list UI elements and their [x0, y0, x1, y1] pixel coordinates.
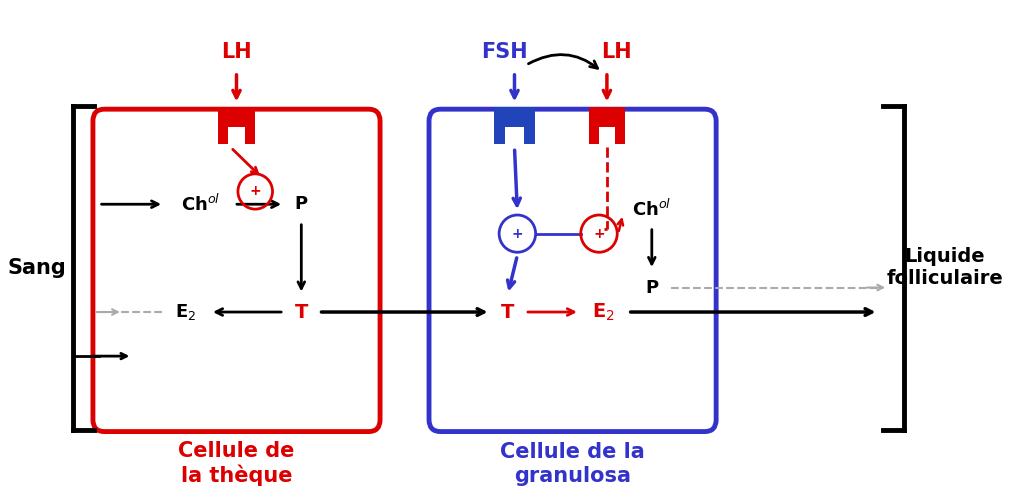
Text: LH: LH [221, 42, 251, 62]
FancyBboxPatch shape [589, 107, 625, 145]
Text: T: T [295, 303, 308, 322]
FancyBboxPatch shape [228, 127, 244, 146]
Text: Cellule de la
granulosa: Cellule de la granulosa [500, 442, 645, 486]
Text: E$_2$: E$_2$ [176, 302, 197, 322]
Text: T: T [501, 303, 514, 322]
Text: +: + [249, 184, 261, 198]
FancyBboxPatch shape [429, 109, 716, 431]
Text: LH: LH [601, 42, 632, 62]
Text: +: + [511, 227, 523, 241]
FancyBboxPatch shape [93, 109, 380, 431]
FancyArrowPatch shape [528, 55, 598, 68]
Text: Ch$^{ol}$: Ch$^{ol}$ [632, 199, 672, 220]
FancyBboxPatch shape [494, 107, 534, 145]
FancyBboxPatch shape [599, 127, 615, 146]
Text: Cellule de
la thèque: Cellule de la thèque [179, 441, 295, 487]
FancyBboxPatch shape [505, 127, 523, 146]
Text: Ch$^{ol}$: Ch$^{ol}$ [181, 194, 220, 215]
Text: Sang: Sang [8, 258, 67, 278]
Text: +: + [593, 227, 605, 241]
Text: Liquide
folliculaire: Liquide folliculaire [887, 247, 1003, 288]
Text: E$_2$: E$_2$ [593, 302, 615, 323]
FancyBboxPatch shape [218, 107, 255, 145]
Text: P: P [645, 278, 659, 297]
Text: FSH: FSH [482, 42, 528, 62]
Text: P: P [295, 195, 308, 213]
